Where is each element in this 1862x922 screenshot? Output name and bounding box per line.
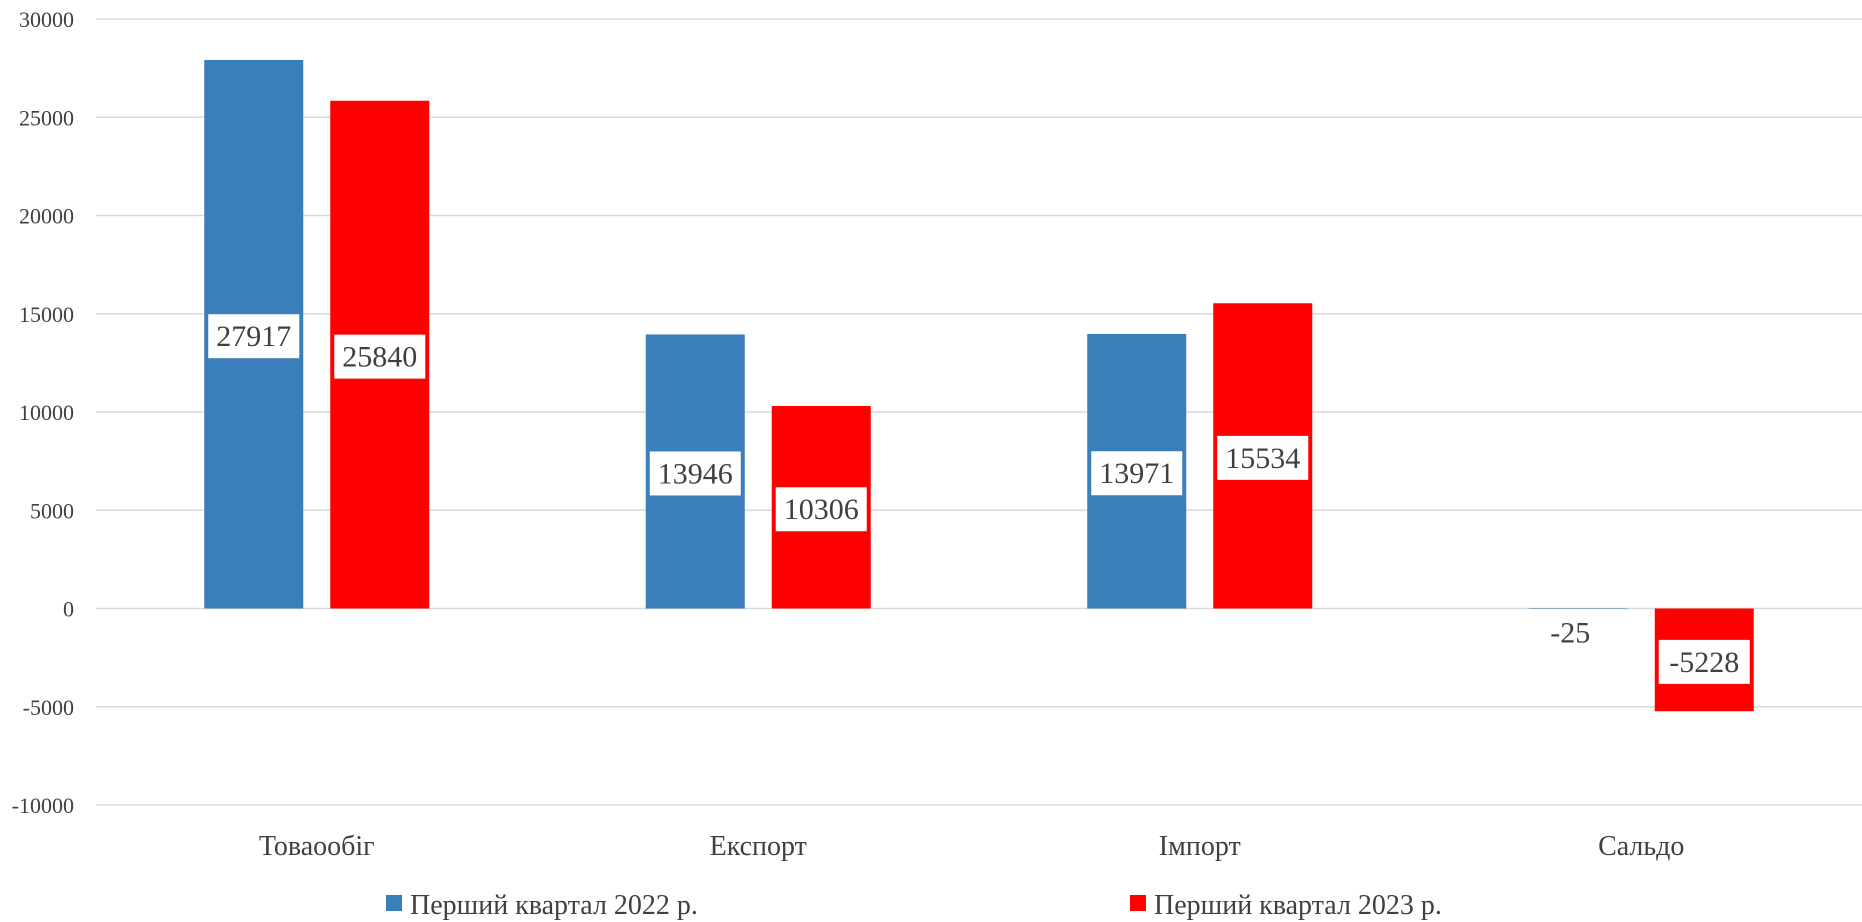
y-tick-label: 10000 <box>19 400 74 425</box>
x-category-label: Сальдо <box>1598 831 1684 862</box>
data-label: 25840 <box>342 341 417 374</box>
y-tick-label: -10000 <box>12 793 74 818</box>
data-label-box <box>649 451 741 496</box>
legend-label: Перший квартал 2022 р. <box>410 890 698 921</box>
y-tick-label: 0 <box>63 597 74 622</box>
data-label: 13971 <box>1099 457 1174 490</box>
x-category-label: Товаообіг <box>259 831 375 862</box>
y-tick-label: 20000 <box>19 204 74 229</box>
y-tick-label: 25000 <box>19 105 74 130</box>
legend-swatch <box>386 895 402 911</box>
legend: Перший квартал 2022 р. Перший квартал 202… <box>386 890 1442 921</box>
data-label: 13946 <box>658 457 733 490</box>
data-label: 15534 <box>1225 442 1300 475</box>
y-tick-label: 15000 <box>19 302 74 327</box>
data-label-box <box>775 487 867 532</box>
y-tick-label: 5000 <box>30 498 74 523</box>
data-label: 10306 <box>784 493 859 526</box>
y-axis-labels: 30000 25000 20000 15000 10000 5000 0 -5000 -1000… <box>12 7 74 818</box>
legend-label: Перший квартал 2023 р. <box>1154 890 1442 921</box>
data-label-box <box>208 314 300 359</box>
x-category-label: Експорт <box>710 831 807 862</box>
y-tick-label: 30000 <box>19 7 74 32</box>
data-label-box <box>334 334 426 379</box>
data-label-box <box>1091 451 1183 496</box>
x-axis-labels: Товаообіг Експорт Імпорт Сальдо <box>259 831 1685 862</box>
legend-swatch <box>1130 895 1146 911</box>
data-label-box <box>1217 435 1309 480</box>
data-labels: 27917 25840 13946 10306 13971 15534 -25 -5228 <box>208 314 1750 684</box>
data-label: -5228 <box>1669 646 1739 679</box>
data-label: -25 <box>1550 617 1590 650</box>
data-label: 27917 <box>216 320 291 353</box>
bars <box>204 59 1754 712</box>
x-category-label: Імпорт <box>1159 831 1241 862</box>
y-tick-label: -5000 <box>23 695 74 720</box>
data-label-box <box>1658 639 1750 684</box>
